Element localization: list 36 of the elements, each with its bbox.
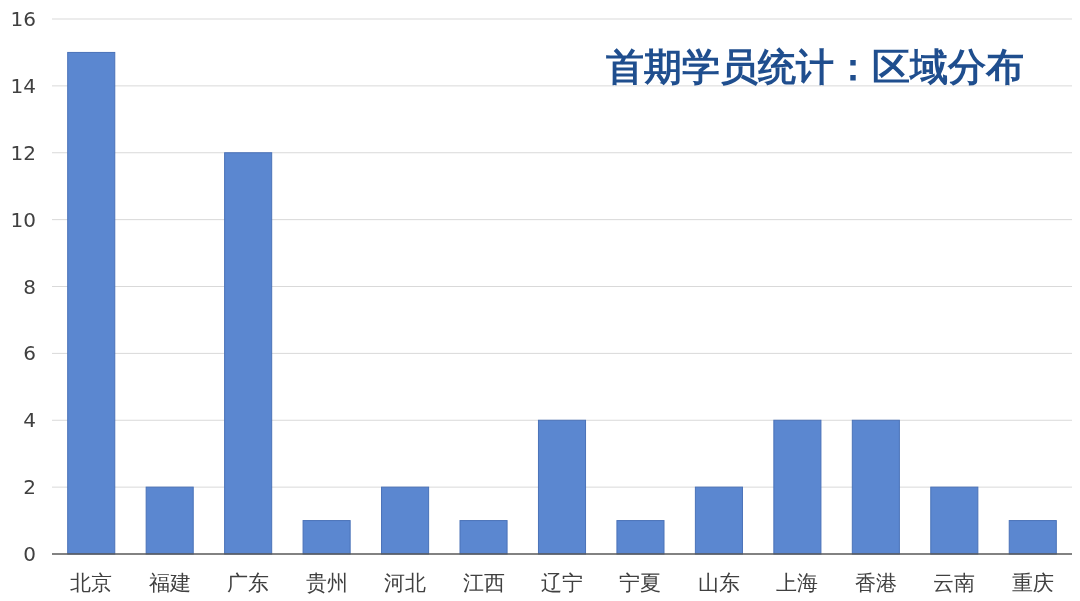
- bar: [145, 486, 194, 555]
- bar: [381, 486, 430, 555]
- y-tick-label: 6: [23, 341, 36, 366]
- x-tick-label: 贵州: [305, 571, 348, 595]
- bar: [459, 520, 508, 555]
- bar: [224, 152, 273, 555]
- x-tick-label: 上海: [776, 571, 819, 595]
- x-tick-label: 河北: [384, 571, 427, 595]
- x-tick-label: 重庆: [1011, 571, 1054, 595]
- bar: [851, 419, 900, 555]
- y-tick-label: 16: [10, 7, 36, 31]
- x-tick-label: 宁夏: [619, 571, 662, 595]
- bar: [694, 486, 743, 555]
- y-tick-label: 14: [10, 73, 36, 98]
- y-tick-label: 12: [10, 140, 36, 165]
- x-tick-label: 山东: [697, 571, 740, 595]
- bar: [537, 419, 587, 555]
- bar: [616, 520, 665, 555]
- text: 首期学员统计：区域分布: [606, 45, 1024, 89]
- x-tick-label: 香港: [854, 571, 897, 595]
- bar: [773, 419, 822, 555]
- x-tick-label: 辽宁: [541, 571, 583, 595]
- y-tick-label: 8: [23, 274, 36, 299]
- x-tick-label: 广东: [227, 571, 270, 595]
- y-tick-label: 10: [10, 207, 36, 232]
- bar: [67, 51, 116, 555]
- x-tick-label: 福建: [148, 571, 191, 595]
- x-tick-label: 北京: [70, 571, 113, 595]
- y-tick-label: 4: [23, 408, 36, 433]
- bar: [1008, 520, 1057, 555]
- bar: [302, 520, 351, 555]
- y-tick-label: 0: [23, 542, 36, 566]
- x-tick-label: 云南: [933, 571, 976, 595]
- bar: [930, 486, 979, 555]
- x-tick-label: 江西: [462, 571, 505, 595]
- y-tick-label: 2: [23, 475, 36, 500]
